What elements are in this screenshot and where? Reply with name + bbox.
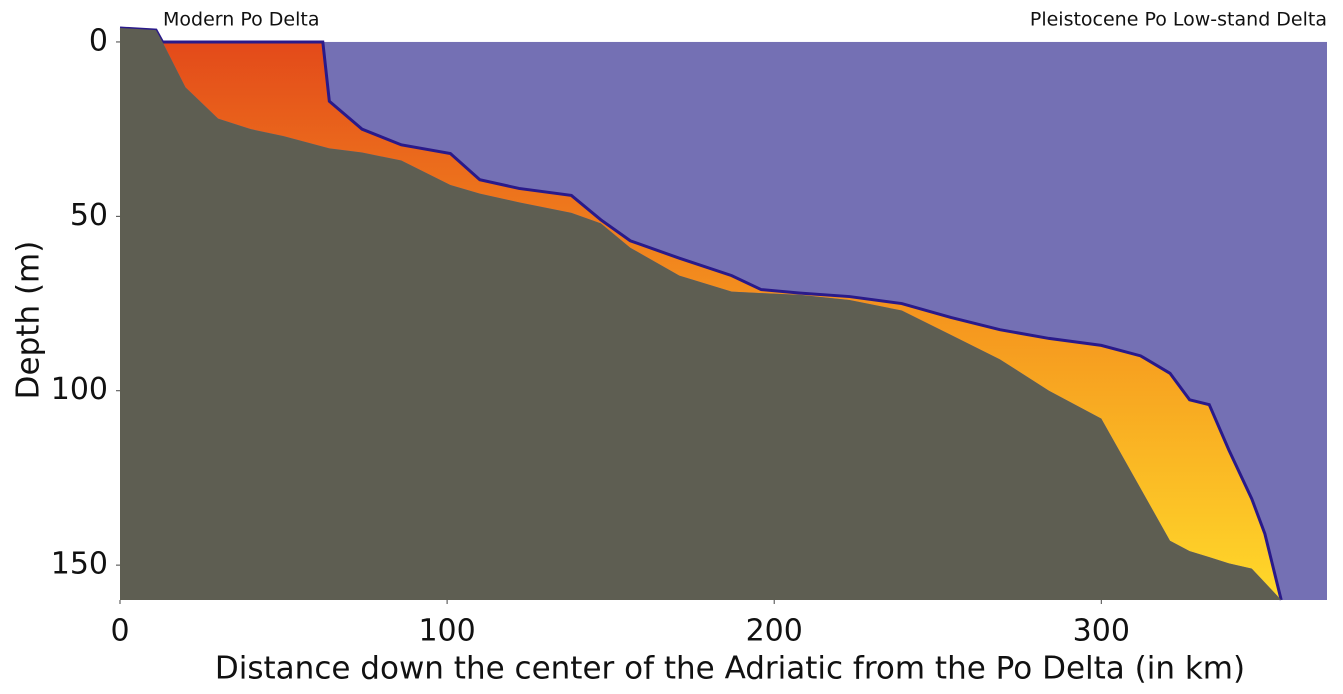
x-tick-label: 0: [110, 614, 129, 649]
annotation: Modern Po Delta: [163, 9, 319, 31]
y-tick-label: 100: [51, 372, 108, 407]
y-tick-label: 150: [51, 547, 108, 582]
y-tick-label: 0: [89, 23, 108, 58]
y-tick-label: 50: [70, 198, 108, 233]
deposit: [120, 28, 1282, 600]
deposit-surface: [119, 26, 1283, 601]
x-axis-label: Distance down the center of the Adriatic…: [215, 651, 1245, 687]
y-axis-label: Depth (m): [11, 241, 47, 400]
x-tick-label: 100: [418, 614, 475, 649]
basement: [120, 28, 1282, 600]
x-tick-label: 200: [746, 614, 803, 649]
x-tick-label: 300: [1073, 614, 1130, 649]
annotation: Pleistocene Po Low-stand Delta: [1030, 9, 1327, 31]
